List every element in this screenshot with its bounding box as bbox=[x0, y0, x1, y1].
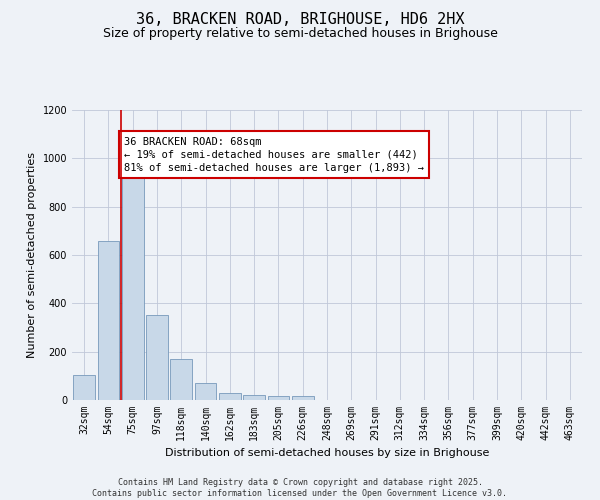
Y-axis label: Number of semi-detached properties: Number of semi-detached properties bbox=[27, 152, 37, 358]
Bar bbox=[122, 174, 143, 400]
Text: 36, BRACKEN ROAD, BRIGHOUSE, HD6 2HX: 36, BRACKEN ROAD, BRIGHOUSE, HD6 2HX bbox=[136, 12, 464, 28]
Bar bbox=[268, 396, 289, 400]
Bar bbox=[243, 394, 265, 400]
Bar bbox=[194, 383, 217, 400]
Bar bbox=[73, 374, 95, 400]
Text: Size of property relative to semi-detached houses in Brighouse: Size of property relative to semi-detach… bbox=[103, 28, 497, 40]
Bar bbox=[292, 396, 314, 400]
Bar bbox=[97, 241, 119, 400]
Bar bbox=[219, 393, 241, 400]
X-axis label: Distribution of semi-detached houses by size in Brighouse: Distribution of semi-detached houses by … bbox=[165, 448, 489, 458]
Text: 36 BRACKEN ROAD: 68sqm
← 19% of semi-detached houses are smaller (442)
81% of se: 36 BRACKEN ROAD: 68sqm ← 19% of semi-det… bbox=[124, 136, 424, 173]
Text: Contains HM Land Registry data © Crown copyright and database right 2025.
Contai: Contains HM Land Registry data © Crown c… bbox=[92, 478, 508, 498]
Bar bbox=[146, 315, 168, 400]
Bar bbox=[170, 360, 192, 400]
